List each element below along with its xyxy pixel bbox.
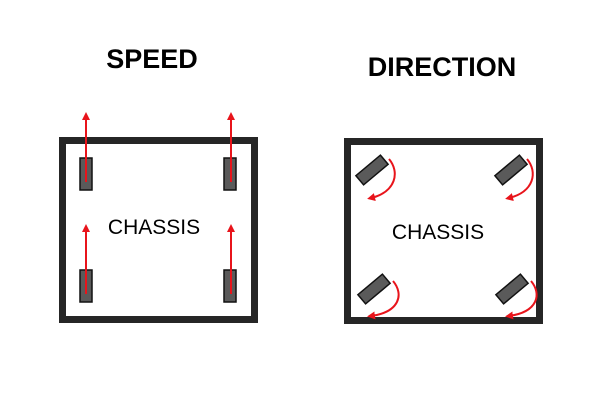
speed-title: SPEED [106,44,198,74]
direction-wheel-rear-left [356,273,392,305]
direction-title: DIRECTION [367,52,517,82]
direction-wheel-front-left [354,154,390,186]
speed-diagram [59,112,258,323]
speed-chassis-label: CHASSIS [107,216,201,239]
direction-diagram [344,138,543,324]
direction-arrow-rear-right [505,280,538,320]
direction-chassis-frame [344,138,543,324]
direction-arrow-rear-left [367,280,400,320]
direction-chassis-label: CHASSIS [391,221,485,244]
speed-chassis-frame [59,137,258,323]
direction-arrow-front-left [367,158,396,201]
direction-arrow-front-right [505,158,534,201]
direction-wheel-front-right [493,154,529,186]
direction-wheel-rear-right [494,273,530,305]
